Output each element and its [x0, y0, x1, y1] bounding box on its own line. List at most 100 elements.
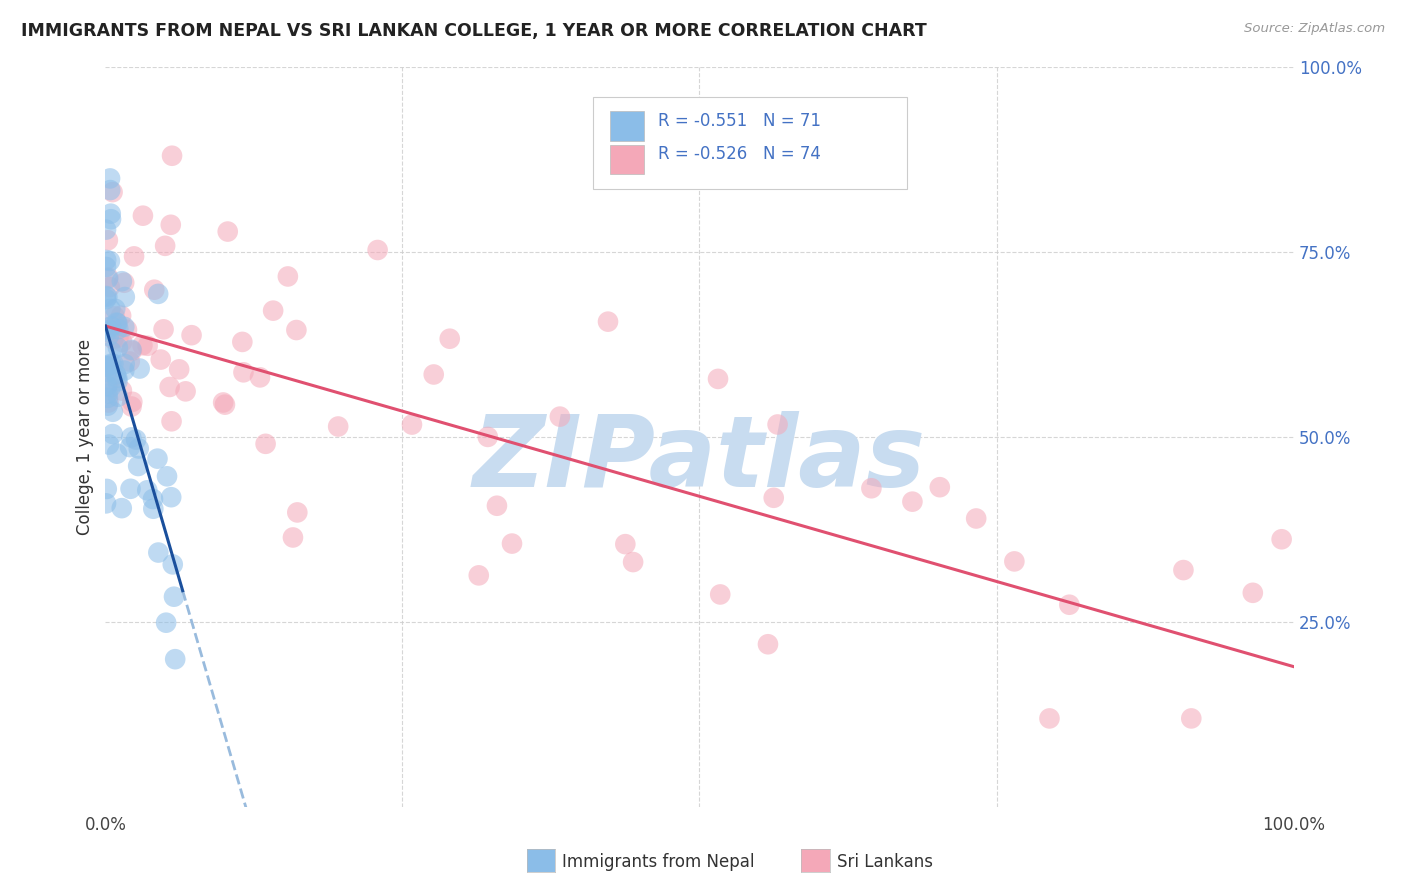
- Point: [94, 496, 117, 510]
- Point: [148, 286, 170, 301]
- Point: [131, 338, 153, 352]
- Point: [621, 555, 644, 569]
- Point: [94, 260, 117, 274]
- Point: [214, 398, 236, 412]
- Point: [96, 386, 118, 401]
- Point: [111, 274, 134, 288]
- Point: [125, 433, 148, 447]
- Point: [94, 292, 117, 306]
- Point: [901, 494, 924, 508]
- Text: IMMIGRANTS FROM NEPAL VS SRI LANKAN COLLEGE, 1 YEAR OR MORE CORRELATION CHART: IMMIGRANTS FROM NEPAL VS SRI LANKAN COLL…: [21, 22, 927, 40]
- Point: [96, 365, 118, 379]
- Point: [97, 376, 120, 391]
- Y-axis label: College, 1 year or more: College, 1 year or more: [76, 339, 94, 535]
- Point: [146, 451, 169, 466]
- Point: [96, 359, 118, 374]
- Point: [121, 343, 143, 358]
- Text: R = -0.551   N = 71: R = -0.551 N = 71: [658, 112, 821, 130]
- Point: [860, 481, 883, 495]
- Point: [121, 394, 143, 409]
- Text: ZIPatlas: ZIPatlas: [472, 411, 927, 508]
- Point: [96, 325, 118, 339]
- Point: [128, 442, 150, 456]
- Point: [159, 218, 181, 232]
- Point: [254, 437, 277, 451]
- Point: [98, 280, 121, 294]
- Point: [107, 330, 129, 344]
- Point: [401, 417, 423, 432]
- Point: [127, 458, 149, 473]
- Point: [101, 185, 124, 199]
- Point: [232, 365, 254, 379]
- Point: [120, 343, 142, 357]
- Point: [212, 395, 235, 409]
- Point: [1002, 554, 1025, 568]
- Point: [136, 483, 159, 498]
- Point: [155, 615, 177, 630]
- Point: [111, 334, 134, 349]
- Point: [107, 390, 129, 404]
- Point: [96, 482, 118, 496]
- Point: [118, 354, 141, 368]
- Point: [167, 362, 190, 376]
- Text: Sri Lankans: Sri Lankans: [837, 853, 932, 871]
- Point: [756, 637, 779, 651]
- Point: [114, 290, 136, 304]
- Point: [111, 501, 134, 516]
- Point: [120, 430, 142, 444]
- Point: [96, 290, 118, 304]
- Point: [928, 480, 950, 494]
- Point: [114, 357, 136, 371]
- Point: [142, 501, 165, 516]
- Point: [115, 323, 138, 337]
- Point: [100, 357, 122, 371]
- Point: [94, 359, 117, 373]
- Point: [105, 371, 128, 385]
- Point: [105, 447, 128, 461]
- Point: [1173, 563, 1195, 577]
- Point: [180, 328, 202, 343]
- Point: [136, 339, 159, 353]
- Point: [103, 332, 125, 346]
- Point: [485, 499, 508, 513]
- Point: [277, 269, 299, 284]
- Point: [104, 301, 127, 316]
- Point: [98, 437, 121, 451]
- Point: [477, 430, 499, 444]
- Point: [149, 352, 172, 367]
- Point: [111, 384, 134, 398]
- Point: [262, 303, 284, 318]
- Point: [97, 271, 120, 285]
- Point: [112, 319, 135, 334]
- Point: [100, 212, 122, 227]
- Point: [162, 558, 184, 572]
- Bar: [610, 145, 644, 174]
- Point: [152, 322, 174, 336]
- Point: [160, 490, 183, 504]
- Point: [107, 341, 129, 355]
- Point: [501, 536, 523, 550]
- Point: [367, 243, 389, 257]
- Point: [112, 363, 135, 377]
- Point: [153, 239, 176, 253]
- Point: [281, 531, 304, 545]
- Point: [439, 332, 461, 346]
- Text: Source: ZipAtlas.com: Source: ZipAtlas.com: [1244, 22, 1385, 36]
- Point: [142, 491, 165, 506]
- Point: [231, 334, 253, 349]
- Point: [709, 587, 731, 601]
- Point: [94, 289, 117, 303]
- Point: [128, 361, 150, 376]
- Point: [96, 379, 118, 393]
- Point: [100, 344, 122, 359]
- Point: [96, 321, 118, 335]
- Point: [1059, 598, 1081, 612]
- Point: [100, 319, 122, 334]
- Point: [1180, 711, 1202, 725]
- Text: Immigrants from Nepal: Immigrants from Nepal: [562, 853, 755, 871]
- Point: [422, 368, 444, 382]
- Point: [1241, 586, 1264, 600]
- Point: [160, 414, 183, 428]
- Point: [97, 233, 120, 247]
- Point: [766, 417, 789, 432]
